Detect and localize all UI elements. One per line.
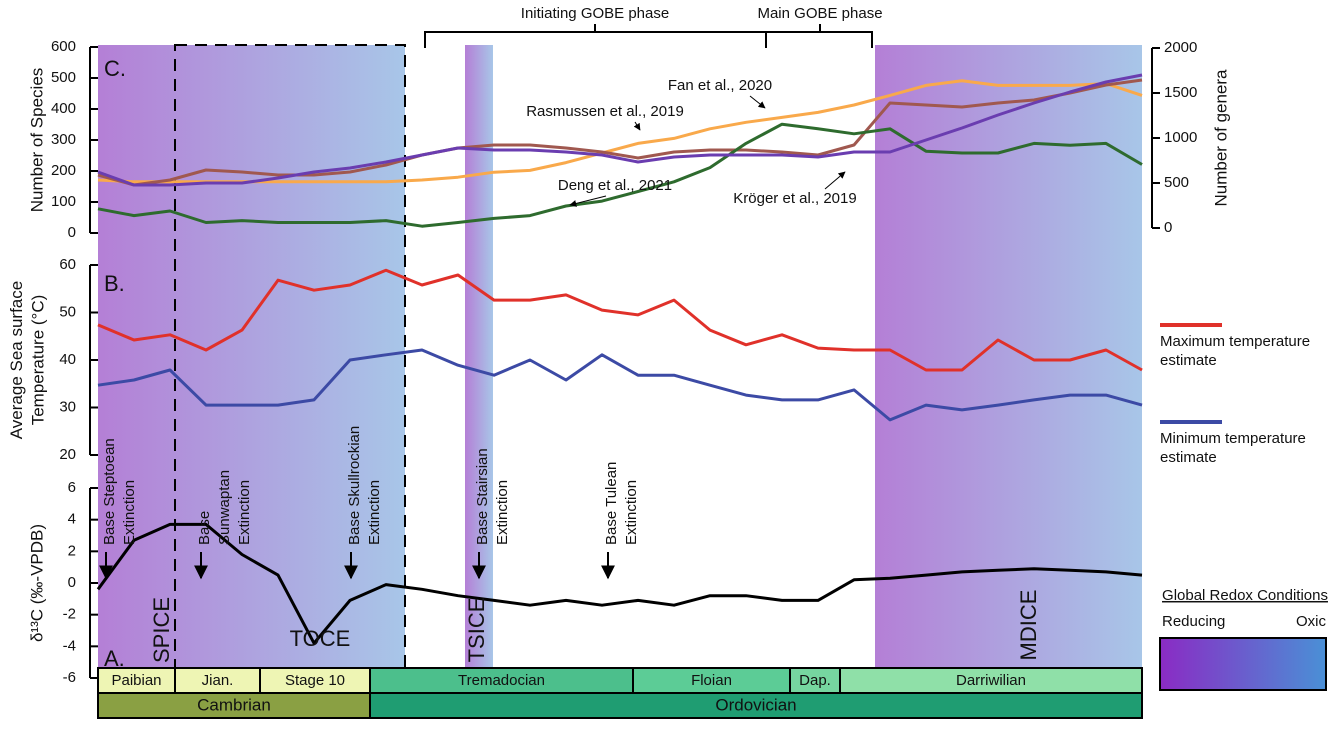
y-tick-label: 600	[51, 38, 76, 55]
y-tick-label: 30	[59, 398, 76, 415]
redox-high: Oxic	[1296, 613, 1327, 630]
y-tick-label: 400	[51, 100, 76, 117]
y2-tick-label: 0	[1164, 219, 1172, 236]
label-arrow	[633, 121, 641, 131]
stage-label: Floian	[691, 672, 732, 689]
event-label: Extinction	[494, 480, 511, 545]
y-tick-label: 300	[51, 131, 76, 148]
event-label: Base	[196, 511, 213, 545]
event-name: MDICE	[1016, 590, 1041, 661]
stage-label: Tremadocian	[458, 672, 545, 689]
y-tick-label: 40	[59, 351, 76, 368]
y2-tick-label: 1500	[1164, 84, 1197, 101]
line-series	[97, 348, 1143, 422]
y2-axis-label: Number of genera	[1211, 69, 1230, 207]
event-label: Base Tulean	[603, 462, 620, 545]
event-name: TOCE	[290, 626, 351, 651]
y-tick-label: 60	[59, 256, 76, 273]
redox-band	[875, 45, 1142, 668]
y-tick-label: -4	[63, 637, 76, 654]
period-label: Ordovician	[715, 695, 796, 714]
line-series	[97, 268, 1143, 372]
y-tick-label: 20	[59, 446, 76, 463]
y-tick-label: 0	[68, 224, 76, 241]
redox-title: Global Redox Conditions	[1162, 587, 1328, 604]
y2-tick-label: 1000	[1164, 129, 1197, 146]
event-name: SPICE	[149, 597, 174, 663]
stage-label: Stage 10	[285, 672, 345, 689]
y2-tick-label: 500	[1164, 174, 1189, 191]
stage-label: Jian.	[202, 672, 234, 689]
line-series	[97, 73, 1143, 187]
label-arrow	[824, 171, 846, 190]
y-tick-label: 6	[68, 479, 76, 496]
series-label: Deng et al., 2021	[558, 177, 672, 194]
label-arrow	[749, 95, 766, 109]
stage-label: Darriwilian	[956, 672, 1026, 689]
line-series	[97, 79, 1143, 184]
y-tick-label: 4	[68, 511, 76, 528]
period-label: Cambrian	[197, 695, 271, 714]
event-label: Extinction	[236, 480, 253, 545]
redox-band	[98, 45, 405, 668]
line-series	[96, 522, 1143, 645]
phase-label: Initiating GOBE phase	[521, 5, 669, 22]
panel-label: B.	[104, 271, 125, 296]
period-box	[369, 692, 1143, 719]
y-tick-label: 0	[68, 574, 76, 591]
stage-label: Dap.	[799, 672, 831, 689]
redox-gradient	[1159, 637, 1327, 691]
redox-backgrounds	[98, 44, 1142, 669]
y-tick-label: -2	[63, 606, 76, 623]
event-label: Extinction	[121, 480, 138, 545]
y-axis-label: Average Sea surface Temperature (°C)	[7, 281, 47, 439]
phase-bracket	[424, 24, 873, 48]
y-axis-label: δ¹³C (‰-VPDB)	[27, 524, 46, 642]
event-label: Base Skullrockian	[346, 426, 363, 545]
event-label: Sunwaptan	[216, 470, 233, 545]
event-label: Extinction	[366, 480, 383, 545]
series-label: Rasmussen et al., 2019	[526, 103, 684, 120]
legend-label: Minimum temperature estimate	[1160, 430, 1306, 466]
phase-label: Main GOBE phase	[757, 5, 882, 22]
stage-box	[789, 667, 841, 694]
y-tick-label: 200	[51, 162, 76, 179]
line-series	[97, 78, 1143, 187]
redox-low: Reducing	[1162, 613, 1225, 630]
y2-tick-label: 2000	[1164, 39, 1197, 56]
y-tick-label: 500	[51, 69, 76, 86]
event-name: TSICE	[464, 598, 489, 663]
y-tick-label: 100	[51, 193, 76, 210]
event-label: Extinction	[623, 480, 640, 545]
y-tick-label: -6	[63, 669, 76, 686]
stage-label: Paibian	[111, 672, 161, 689]
event-label: Base Steptoean	[101, 438, 118, 545]
bracket	[424, 24, 873, 48]
legend-label: Maximum temperature estimate	[1160, 333, 1310, 369]
panel-label: C.	[104, 56, 126, 81]
period-box	[97, 692, 371, 719]
line-series	[97, 122, 1143, 228]
label-arrow	[569, 195, 607, 207]
y-tick-label: 50	[59, 303, 76, 320]
stage-box	[97, 667, 176, 694]
series-label: Kröger et al., 2019	[733, 190, 856, 207]
stage-box	[839, 667, 1143, 694]
stage-box	[632, 667, 791, 694]
y-axis-label: Number of Species	[27, 68, 46, 213]
y-tick-label: 2	[68, 542, 76, 559]
event-label: Base Stairsian	[474, 448, 491, 545]
series-label: Fan et al., 2020	[668, 77, 772, 94]
panel-label: A.	[104, 646, 125, 671]
